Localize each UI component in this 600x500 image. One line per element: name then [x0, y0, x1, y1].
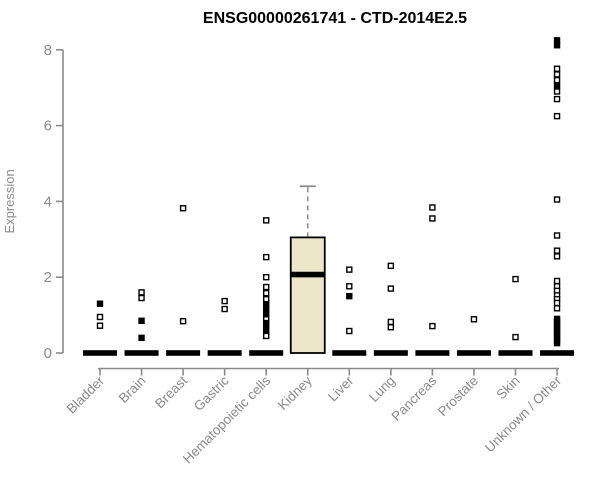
zero-expression-bar [207, 350, 242, 356]
data-point [96, 322, 104, 329]
data-point [553, 112, 561, 120]
data-point [263, 332, 270, 340]
data-point [346, 283, 353, 290]
data-point [512, 333, 519, 341]
data-point [387, 318, 395, 326]
data-point [553, 71, 561, 78]
data-point [263, 274, 270, 281]
x-tick-label: Pancreas [389, 373, 440, 424]
y-tick-label: 8 [44, 42, 52, 59]
zero-expression-bar [166, 350, 201, 356]
zero-expression-bar [124, 350, 159, 356]
data-point [96, 313, 104, 321]
x-tick-label: Lung [366, 373, 398, 405]
data-point [387, 285, 395, 292]
zero-expression-bar [456, 350, 491, 356]
data-point [553, 339, 561, 347]
x-tick-label: Breast [152, 373, 190, 411]
data-point [263, 289, 270, 297]
data-point [553, 95, 561, 103]
data-point [138, 294, 145, 302]
data-point [221, 305, 228, 313]
box [289, 236, 326, 354]
x-tick-label: Liver [325, 373, 357, 405]
data-point [346, 266, 353, 273]
zero-expression-bar [373, 350, 408, 356]
y-axis-title: Expression [2, 169, 17, 233]
data-point [512, 275, 519, 283]
data-point [138, 334, 145, 342]
data-point [553, 232, 561, 239]
data-point [263, 217, 270, 224]
data-point [346, 292, 353, 300]
y-tick-label: 6 [44, 118, 52, 135]
x-tick-label: Kidney [275, 373, 315, 413]
data-point [553, 65, 561, 72]
data-point [263, 283, 270, 291]
data-point [553, 76, 561, 84]
data-point [553, 88, 561, 95]
x-tick-label: Prostate [435, 373, 481, 419]
data-point [470, 316, 478, 323]
data-point [553, 299, 561, 307]
y-tick-label: 4 [44, 193, 52, 210]
data-point [553, 277, 561, 285]
data-point [263, 310, 270, 317]
data-point [553, 305, 561, 312]
x-tick-label: Bladder [64, 373, 108, 417]
data-point [387, 262, 395, 270]
x-tick-label: Gastric [191, 373, 232, 414]
chart-title: ENSG00000261741 - CTD-2014E2.5 [202, 10, 468, 27]
data-point [179, 205, 187, 212]
x-tick-label: Brain [116, 373, 149, 406]
data-point [429, 204, 436, 211]
zero-expression-bar [498, 350, 533, 356]
data-point [179, 317, 187, 325]
zero-expression-bar [415, 350, 450, 356]
y-tick-label: 0 [44, 345, 52, 362]
zero-expression-bar [540, 350, 575, 356]
data-point [221, 297, 228, 305]
median-line [290, 271, 325, 278]
data-point [553, 247, 561, 254]
data-point [96, 300, 104, 307]
x-tick-label: Unknown / Other [482, 373, 565, 456]
zero-expression-bar [332, 350, 367, 356]
data-point [553, 196, 561, 203]
y-tick-label: 2 [44, 269, 52, 286]
data-point [387, 324, 395, 331]
data-point [553, 42, 561, 49]
data-point [553, 82, 561, 90]
zero-expression-bar [249, 350, 284, 356]
data-point [429, 322, 436, 330]
x-tick-label: Skin [493, 373, 522, 402]
data-point [263, 253, 270, 261]
data-point [553, 253, 561, 260]
zero-expression-bar [83, 350, 117, 356]
data-point [346, 327, 353, 335]
data-point [138, 317, 145, 324]
data-point [138, 289, 145, 296]
data-point [429, 215, 436, 222]
